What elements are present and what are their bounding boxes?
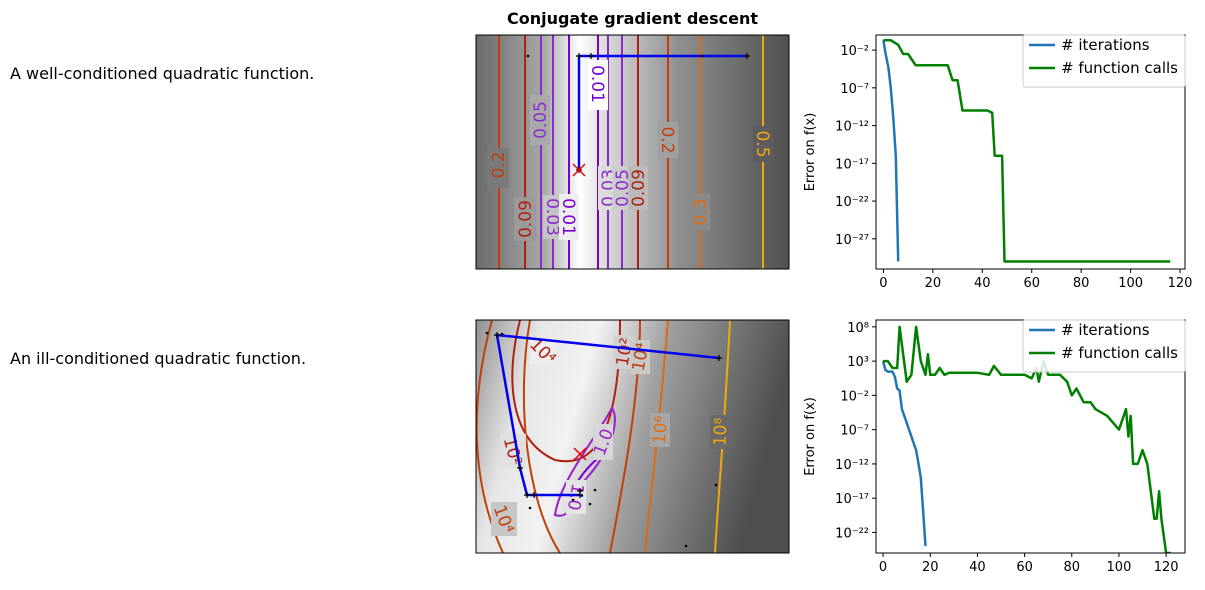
series-line-2 — [883, 325, 1171, 553]
x-tick-label: 40 — [974, 276, 991, 291]
contour-label: 10⁴ — [489, 503, 518, 537]
optimization-path — [495, 333, 720, 498]
y-tick-label: 10⁻² — [840, 44, 869, 59]
contour-label: 0.5 — [752, 130, 772, 157]
legend-label: # iterations — [1061, 321, 1150, 339]
contour-label: 0.05 — [613, 169, 633, 207]
x-tick-label: 0 — [879, 276, 887, 291]
plot-frame — [875, 319, 1186, 554]
iterate-markers — [494, 332, 722, 498]
evaluation-points — [485, 331, 718, 548]
y-axis-label: Error on f(x) — [803, 113, 818, 192]
series-line-2 — [883, 39, 1171, 263]
row-2-description: An ill-conditioned quadratic function. — [10, 349, 307, 368]
contour-label: 0.01 — [587, 65, 607, 103]
x-tick-label: 80 — [1073, 276, 1090, 291]
legend-label: # function calls — [1061, 59, 1178, 77]
figure-title: Conjugate gradient descent — [506, 9, 759, 28]
x-tick-label: 60 — [1023, 276, 1040, 291]
optimization-path — [577, 54, 747, 170]
y-tick-label: 10⁻⁷ — [840, 424, 869, 439]
y-axis-label: Error on f(x) — [803, 397, 818, 476]
contour-label: 10² — [613, 336, 638, 367]
contour-label: 0.03 — [599, 169, 619, 207]
y-tick-label: 10⁻¹² — [835, 458, 869, 473]
plot-frame — [875, 34, 1186, 270]
y-tick-label: 10⁻¹⁷ — [835, 492, 869, 507]
y-tick-label: 10⁻¹⁷ — [835, 157, 869, 172]
row-1-description: A well-conditioned quadratic function. — [10, 64, 315, 83]
y-tick-label: 10⁻²² — [835, 195, 869, 210]
y-tick-label: 10⁻²⁷ — [835, 233, 869, 248]
contour-label: 0.09 — [629, 169, 649, 207]
contour-label: 1.0 — [590, 426, 618, 458]
x-tick-label: 60 — [1016, 560, 1033, 575]
y-tick-label: 10⁻¹² — [835, 120, 869, 135]
y-tick-label: 10³ — [847, 355, 869, 370]
legend: # iterations # function calls — [1022, 34, 1186, 88]
y-tick-label: 10⁸ — [847, 321, 869, 336]
contour-label: 0.01 — [558, 198, 578, 236]
series-line-1 — [881, 360, 927, 547]
y-tick-label: 10⁻² — [840, 389, 869, 404]
contour-label: 10⁸ — [711, 417, 732, 446]
minimum-cross-marker — [573, 447, 587, 461]
evaluation-points — [526, 54, 704, 58]
contour-label: 10⁴ — [525, 335, 559, 369]
minimum-cross-marker — [572, 163, 586, 177]
x-tick-label: 40 — [969, 560, 986, 575]
contour-label: 10² — [499, 435, 526, 468]
iterate-markers — [576, 53, 750, 173]
x-tick-label: 100 — [1118, 276, 1143, 291]
x-tick-label: 20 — [922, 560, 939, 575]
y-tick-label: 10⁻²² — [835, 526, 869, 541]
contour-label: 0.03 — [542, 198, 562, 236]
x-tick-label: 80 — [1064, 560, 1081, 575]
legend: # iterations # function calls — [1022, 319, 1186, 373]
x-tick-label: 0 — [879, 560, 887, 575]
contour-label: 10⁶ — [650, 415, 672, 445]
legend-label: # function calls — [1061, 344, 1178, 362]
contour-label: 0.05 — [531, 101, 551, 139]
contour-label: 0.3 — [691, 198, 711, 225]
x-tick-label: 120 — [1154, 560, 1179, 575]
series-line-1 — [882, 40, 900, 262]
legend-label: # iterations — [1061, 36, 1150, 54]
x-tick-label: 120 — [1168, 276, 1193, 291]
contour-label: 0.2 — [657, 126, 677, 153]
contour-label: 0.09 — [516, 200, 536, 238]
contour-label: 0.2 — [489, 151, 509, 178]
x-tick-label: 20 — [925, 276, 942, 291]
contour-label: 10⁴ — [629, 341, 654, 373]
x-tick-label: 100 — [1107, 560, 1132, 575]
contour-label: 1.0 — [563, 482, 587, 512]
y-tick-label: 10⁻⁷ — [840, 82, 869, 97]
